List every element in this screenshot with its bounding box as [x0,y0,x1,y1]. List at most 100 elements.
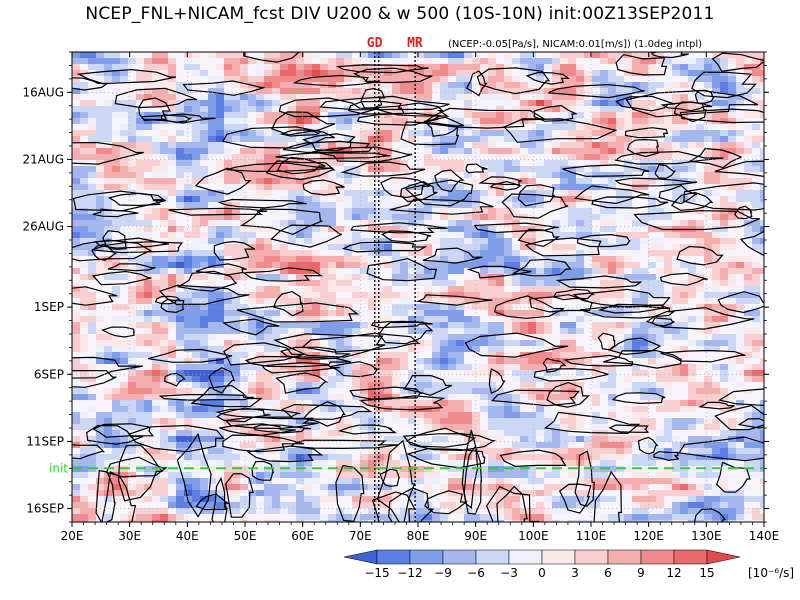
field-cell [432,328,440,334]
field-cell [88,238,96,244]
field-cell [576,82,584,88]
field-cell [176,106,184,112]
field-cell [360,196,368,202]
field-cell [688,286,696,292]
field-cell [288,88,296,94]
field-cell [216,448,224,454]
field-cell [584,244,592,250]
field-cell [472,274,480,280]
field-cell [424,82,432,88]
field-cell [600,112,608,118]
field-cell [528,478,536,484]
field-cell [480,262,488,268]
field-cell [552,172,560,178]
field-cell [384,82,392,88]
field-cell [288,226,296,232]
field-cell [80,154,88,160]
field-cell [320,184,328,190]
field-cell [264,292,272,298]
field-cell [480,256,488,262]
field-cell [216,316,224,322]
field-cell [88,460,96,466]
field-cell [552,454,560,460]
field-cell [200,190,208,196]
field-cell [224,376,232,382]
field-cell [144,208,152,214]
field-cell [760,64,764,70]
field-cell [80,190,88,196]
field-cell [672,268,680,274]
field-cell [552,220,560,226]
field-cell [392,262,400,268]
field-cell [248,364,256,370]
field-cell [400,58,408,64]
field-cell [568,178,576,184]
field-cell [144,256,152,262]
field-cell [88,184,96,190]
field-cell [184,226,192,232]
field-cell [336,118,344,124]
field-cell [440,64,448,70]
field-cell [664,214,672,220]
field-cell [376,52,384,58]
field-cell [160,268,168,274]
field-cell [608,148,616,154]
field-cell [176,124,184,130]
field-cell [328,376,336,382]
field-cell [72,424,80,430]
field-cell [608,442,616,448]
field-cell [600,328,608,334]
field-cell [504,220,512,226]
field-cell [592,148,600,154]
field-cell [360,208,368,214]
field-cell [136,388,144,394]
field-cell [392,280,400,286]
field-cell [760,82,764,88]
field-cell [560,334,568,340]
field-cell [96,124,104,130]
field-cell [448,58,456,64]
field-cell [472,214,480,220]
field-cell [88,64,96,70]
field-cell [424,226,432,232]
field-cell [216,322,224,328]
field-cell [232,82,240,88]
field-cell [576,460,584,466]
field-cell [96,340,104,346]
field-cell [88,406,96,412]
field-cell [344,202,352,208]
field-cell [720,388,728,394]
field-cell [728,220,736,226]
field-cell [320,202,328,208]
field-cell [488,232,496,238]
field-cell [512,244,520,250]
field-cell [616,136,624,142]
field-cell [440,76,448,82]
field-cell [696,328,704,334]
field-cell [184,208,192,214]
field-cell [632,148,640,154]
field-cell [560,310,568,316]
field-cell [200,166,208,172]
field-cell [488,310,496,316]
field-cell [624,376,632,382]
field-cell [728,136,736,142]
field-cell [288,208,296,214]
field-cell [608,244,616,250]
field-cell [712,88,720,94]
field-cell [672,406,680,412]
field-cell [344,208,352,214]
field-cell [288,58,296,64]
field-cell [216,274,224,280]
field-cell [624,436,632,442]
field-cell [496,472,504,478]
field-cell [192,406,200,412]
field-cell [528,214,536,220]
field-cell [288,202,296,208]
field-cell [248,430,256,436]
field-cell [336,76,344,82]
field-cell [240,454,248,460]
field-cell [672,82,680,88]
field-cell [536,430,544,436]
field-cell [664,424,672,430]
